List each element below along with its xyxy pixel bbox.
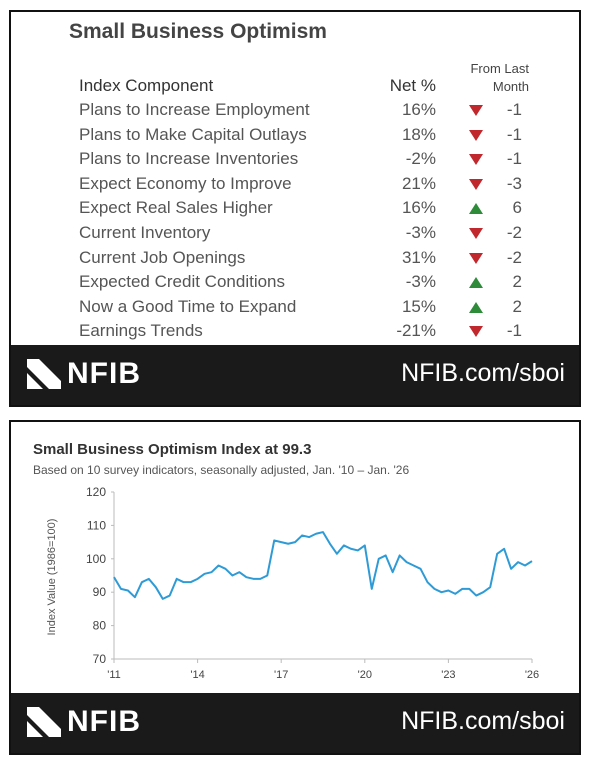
- up-arrow: [469, 301, 483, 313]
- y-axis-label: Index Value (1986=100): [46, 519, 58, 636]
- net-percent: 31%: [401, 247, 436, 267]
- logo-icon: [27, 359, 61, 389]
- component-name: Now a Good Time to Expand: [79, 296, 297, 316]
- net-percent: 15%: [401, 296, 436, 316]
- net-percent: 21%: [401, 173, 436, 193]
- footer: NFIB NFIB.com/sboi: [11, 345, 579, 405]
- component-name: Plans to Increase Inventories: [79, 149, 299, 169]
- footer-url: NFIB.com/sboi: [401, 359, 565, 387]
- down-arrow: [469, 154, 483, 166]
- y-tick-label: 90: [93, 585, 107, 599]
- chart-panel: Small Business Optimism Index at 99.3 Ba…: [9, 420, 581, 755]
- component-name: Earnings Trends: [79, 321, 203, 341]
- y-tick-label: 110: [87, 518, 106, 532]
- change: -2: [506, 223, 522, 242]
- column-header: Index Component: [79, 76, 214, 95]
- component-name: Expect Real Sales Higher: [79, 198, 273, 218]
- change: -2: [506, 247, 522, 267]
- net-percent: -21%: [396, 321, 436, 341]
- change: -3: [506, 173, 522, 193]
- net-percent: -3%: [405, 223, 436, 242]
- x-tick-label: '23: [441, 669, 455, 681]
- component-name: Current Job Openings: [79, 247, 246, 267]
- down-arrow: [469, 129, 483, 141]
- column-header: Net %: [389, 76, 436, 95]
- x-tick-label: '26: [525, 669, 539, 681]
- net-percent: -2%: [405, 149, 436, 169]
- logo-text: NFIB: [67, 705, 141, 738]
- component-name: Expected Credit Conditions: [79, 272, 286, 292]
- table-title: Small Business Optimism: [69, 20, 327, 43]
- up-arrow: [469, 277, 483, 289]
- y-tick-label: 70: [93, 652, 107, 666]
- change: -1: [506, 321, 522, 341]
- up-arrow: [469, 203, 483, 215]
- change: -1: [506, 149, 522, 169]
- x-tick-label: '20: [358, 669, 372, 681]
- x-tick-label: '17: [274, 669, 288, 681]
- net-percent: 18%: [401, 124, 436, 144]
- y-tick-label: 120: [86, 485, 106, 499]
- logo: NFIB: [27, 705, 141, 739]
- component-name: Plans to Make Capital Outlays: [79, 124, 307, 144]
- y-tick-label: 80: [93, 619, 107, 633]
- y-tick-label: 100: [86, 552, 106, 566]
- footer: NFIB NFIB.com/sboi: [11, 693, 579, 753]
- net-percent: 16%: [401, 100, 436, 119]
- change: 6: [512, 198, 522, 218]
- change: -1: [506, 100, 522, 119]
- line-series: [113, 531, 533, 600]
- down-arrow: [469, 105, 483, 116]
- x-tick-label: '11: [107, 669, 121, 681]
- chart-subtitle: Based on 10 survey indicators, seasonall…: [33, 463, 409, 477]
- chart: Small Business Optimism Index at 99.3 Ba…: [33, 441, 539, 681]
- change: -1: [506, 124, 522, 144]
- table-panel: Small Business Optimism Index Component …: [9, 10, 581, 407]
- footer-url: NFIB.com/sboi: [401, 707, 565, 735]
- change: 2: [512, 296, 522, 316]
- component-name: Current Inventory: [79, 223, 211, 242]
- logo-icon: [27, 707, 61, 737]
- column-header: From Last Month: [470, 61, 529, 94]
- chart-title: Small Business Optimism Index at 99.3: [33, 441, 311, 458]
- component-name: Expect Economy to Improve: [79, 173, 292, 193]
- logo: NFIB: [27, 357, 141, 391]
- down-arrow: [469, 326, 483, 338]
- down-arrow: [469, 252, 483, 264]
- net-percent: -3%: [405, 272, 436, 292]
- down-arrow: [469, 228, 483, 239]
- net-percent: 16%: [401, 198, 436, 218]
- down-arrow: [469, 178, 483, 190]
- change: 2: [512, 272, 522, 292]
- component-name: Plans to Increase Employment: [79, 100, 310, 119]
- x-tick-label: '14: [190, 669, 204, 681]
- logo-text: NFIB: [67, 357, 141, 390]
